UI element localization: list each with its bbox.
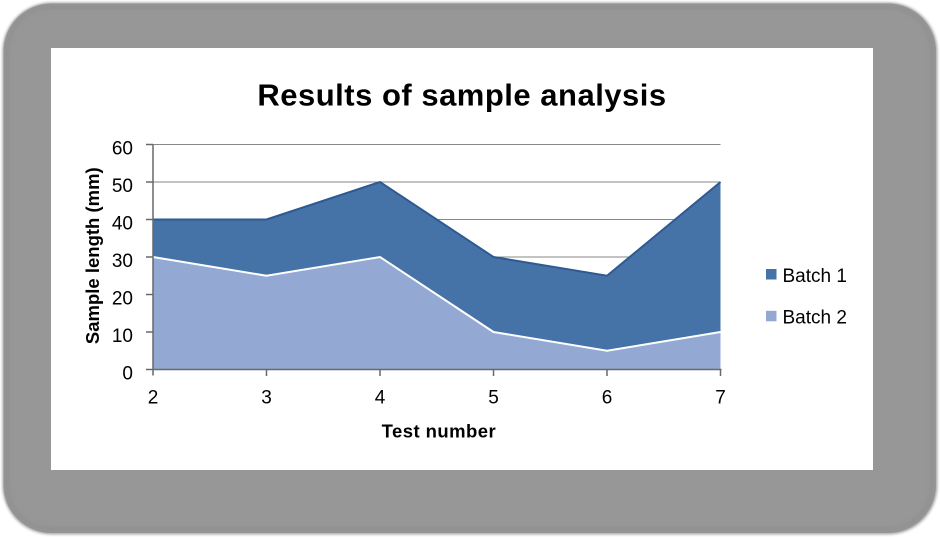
svg-text:40: 40 [112, 213, 133, 234]
svg-text:60: 60 [112, 138, 133, 159]
svg-text:0: 0 [122, 363, 133, 384]
svg-text:Test number: Test number [382, 420, 497, 441]
svg-text:Sample length (mm): Sample length (mm) [82, 167, 103, 344]
svg-text:Results of sample analysis: Results of sample analysis [257, 78, 666, 113]
svg-text:20: 20 [112, 288, 133, 309]
svg-text:4: 4 [375, 388, 386, 409]
svg-text:2: 2 [148, 388, 159, 409]
svg-text:50: 50 [112, 176, 133, 197]
svg-text:10: 10 [112, 326, 133, 347]
svg-text:6: 6 [602, 388, 613, 409]
svg-text:5: 5 [488, 388, 499, 409]
svg-text:7: 7 [715, 388, 726, 409]
svg-text:30: 30 [112, 251, 133, 272]
svg-text:3: 3 [261, 388, 272, 409]
svg-text:Batch 2: Batch 2 [783, 308, 847, 329]
svg-text:Batch 1: Batch 1 [783, 266, 847, 287]
